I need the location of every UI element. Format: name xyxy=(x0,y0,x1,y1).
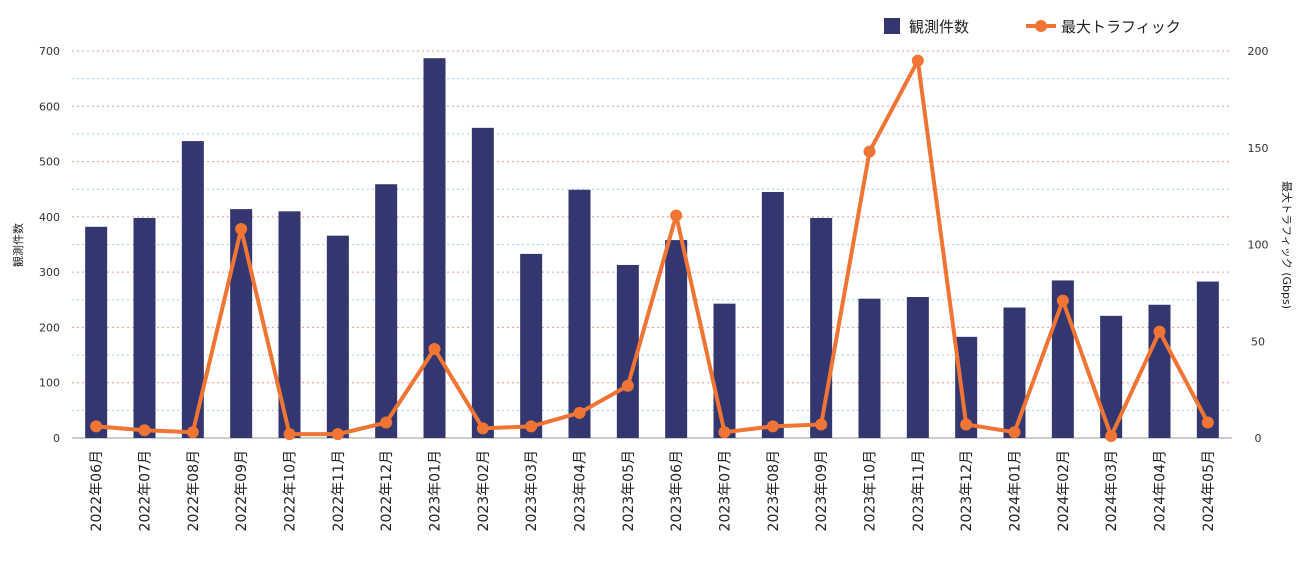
bar xyxy=(858,298,881,438)
line-point xyxy=(138,424,151,437)
bar xyxy=(665,240,688,438)
bar xyxy=(230,209,253,438)
line-point xyxy=(621,379,634,392)
line-point xyxy=(428,342,441,355)
x-tick-label: 2023年04月 xyxy=(573,450,589,531)
line-point xyxy=(1201,416,1214,429)
bar xyxy=(810,217,833,438)
bar xyxy=(616,264,639,438)
x-tick-label: 2023年09月 xyxy=(814,450,830,531)
bar xyxy=(181,141,204,438)
bar xyxy=(955,336,978,438)
line-point xyxy=(670,209,683,222)
traffic-line xyxy=(94,58,1210,439)
bar xyxy=(85,226,108,438)
right-tick-label: 200 xyxy=(1248,45,1269,58)
x-tick-label: 2022年09月 xyxy=(234,450,250,531)
x-axis: 2022年06月 2022年07月 2022年08月 2022年09月 2022年10月… xyxy=(89,450,1217,531)
bar xyxy=(761,191,784,438)
left-tick-label: 600 xyxy=(39,100,60,113)
x-tick-label: 2023年07月 xyxy=(718,450,734,531)
line-series xyxy=(90,54,1214,443)
bar xyxy=(1100,315,1123,438)
line-point xyxy=(186,426,199,439)
line-point xyxy=(90,420,103,433)
bar xyxy=(1196,281,1219,438)
right-tick-label: 150 xyxy=(1248,142,1269,155)
right-tick-label: 50 xyxy=(1251,335,1265,348)
left-tick-label: 700 xyxy=(39,45,60,58)
gridlines xyxy=(72,50,1232,439)
left-tick-label: 500 xyxy=(39,156,60,169)
left-tick-label: 100 xyxy=(39,377,60,390)
line-point xyxy=(766,420,779,433)
line-point xyxy=(1008,426,1021,439)
x-tick-label: 2024年02月 xyxy=(1056,450,1072,531)
line-point xyxy=(911,54,924,67)
right-axis: 0 50 100 150 200 xyxy=(1248,45,1269,445)
x-tick-label: 2023年01月 xyxy=(428,450,444,531)
left-tick-label: 200 xyxy=(39,321,60,334)
x-tick-label: 2023年05月 xyxy=(621,450,637,531)
line-point xyxy=(1056,294,1069,307)
x-tick-label: 2024年04月 xyxy=(1153,450,1169,531)
right-tick-label: 0 xyxy=(1255,432,1262,445)
x-tick-label: 2023年08月 xyxy=(766,450,782,531)
x-tick-label: 2022年08月 xyxy=(186,450,202,531)
bar xyxy=(1148,304,1171,438)
bar xyxy=(375,184,398,438)
line-point xyxy=(380,416,393,429)
left-axis: 0 100 200 300 400 500 600 700 xyxy=(39,45,60,445)
legend: 観測件数 最大トラフィック xyxy=(884,18,1181,36)
line-point xyxy=(718,426,731,439)
line-point xyxy=(331,428,344,441)
x-tick-label: 2022年07月 xyxy=(138,450,154,531)
bar xyxy=(423,58,446,439)
line-point xyxy=(283,428,296,441)
legend-label-line: 最大トラフィック xyxy=(1061,18,1181,36)
x-tick-label: 2023年11月 xyxy=(911,450,927,531)
x-tick-label: 2023年03月 xyxy=(524,450,540,531)
legend-swatch-marker xyxy=(1035,20,1047,32)
right-tick-label: 100 xyxy=(1248,239,1269,252)
line-point xyxy=(235,223,248,236)
bar xyxy=(713,303,736,438)
x-tick-label: 2024年05月 xyxy=(1201,450,1217,531)
left-tick-label: 300 xyxy=(39,266,60,279)
legend-swatch-bar xyxy=(884,18,900,34)
bar xyxy=(471,127,494,439)
line-point xyxy=(476,422,489,435)
x-tick-label: 2023年10月 xyxy=(863,450,879,531)
line-point xyxy=(525,420,538,433)
x-tick-label: 2022年06月 xyxy=(89,450,105,531)
line-point xyxy=(573,406,586,419)
x-tick-label: 2024年03月 xyxy=(1104,450,1120,531)
x-tick-label: 2022年10月 xyxy=(283,450,299,531)
left-tick-label: 400 xyxy=(39,211,60,224)
x-tick-label: 2023年06月 xyxy=(669,450,685,531)
left-axis-title: 観測件数 xyxy=(11,223,25,267)
line-point xyxy=(863,145,876,158)
line-point xyxy=(815,418,828,431)
bar-series xyxy=(85,58,1219,439)
x-tick-label: 2022年11月 xyxy=(331,450,347,531)
line-point xyxy=(960,418,973,431)
line-point xyxy=(1153,325,1166,338)
x-tick-label: 2023年02月 xyxy=(476,450,492,531)
bar xyxy=(278,211,301,438)
left-tick-label: 0 xyxy=(53,432,60,445)
x-tick-label: 2022年12月 xyxy=(379,450,395,531)
x-tick-label: 2023年12月 xyxy=(959,450,975,531)
right-axis-title: 最大トラフィック (Gbps) xyxy=(1280,181,1294,309)
bar xyxy=(133,217,156,438)
bar xyxy=(520,253,543,438)
bar xyxy=(906,297,929,438)
bar xyxy=(1003,307,1026,438)
x-tick-label: 2024年01月 xyxy=(1008,450,1024,531)
legend-label-bar: 観測件数 xyxy=(909,18,969,36)
bar xyxy=(326,235,349,438)
bar xyxy=(568,189,591,438)
line-point xyxy=(1105,430,1118,443)
